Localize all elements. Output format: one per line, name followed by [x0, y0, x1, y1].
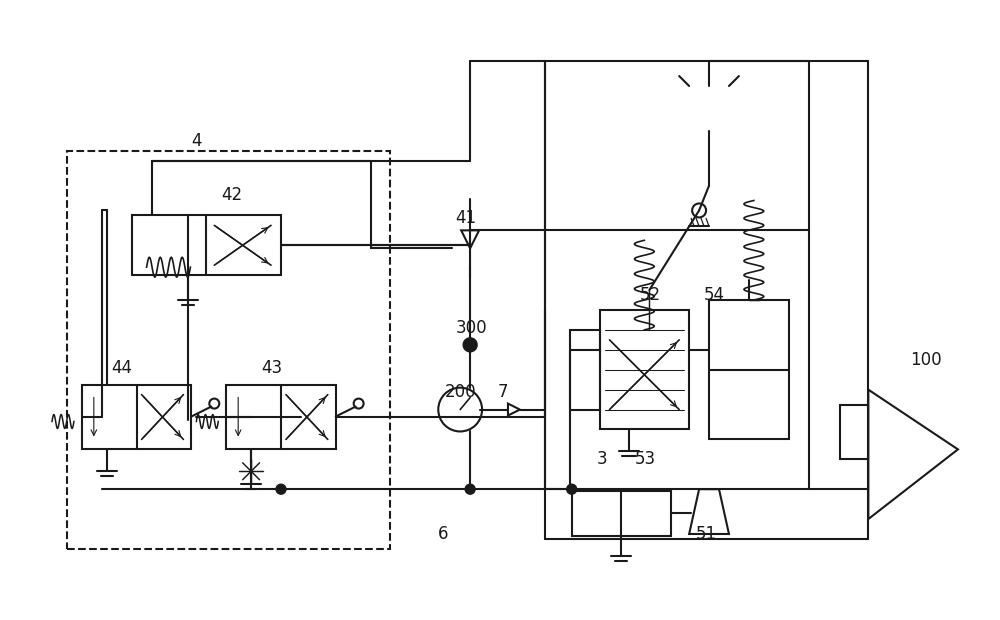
Text: 200: 200 — [445, 383, 477, 401]
Bar — [132, 215, 281, 275]
Text: 52: 52 — [639, 286, 660, 304]
Bar — [572, 491, 671, 536]
Text: 54: 54 — [704, 286, 725, 304]
Circle shape — [354, 399, 364, 409]
Bar — [545, 61, 868, 539]
Text: 4: 4 — [191, 131, 202, 150]
Bar — [840, 405, 868, 459]
Circle shape — [567, 484, 577, 494]
Text: 43: 43 — [261, 359, 282, 377]
Circle shape — [463, 338, 477, 352]
Circle shape — [465, 484, 475, 494]
Text: 7: 7 — [498, 383, 509, 401]
Text: 100: 100 — [910, 351, 942, 369]
Text: 44: 44 — [112, 359, 133, 377]
Circle shape — [276, 484, 286, 494]
Text: 3: 3 — [597, 450, 607, 468]
Bar — [67, 151, 390, 549]
Bar — [82, 384, 191, 450]
Text: 41: 41 — [455, 210, 476, 228]
Text: 51: 51 — [696, 525, 717, 543]
Circle shape — [438, 388, 482, 432]
Text: 6: 6 — [438, 525, 449, 543]
Bar — [709, 300, 789, 440]
Bar — [570, 330, 600, 410]
Text: 53: 53 — [634, 450, 656, 468]
Polygon shape — [461, 231, 479, 248]
Bar — [600, 310, 689, 430]
Text: 300: 300 — [455, 319, 487, 337]
Circle shape — [209, 399, 219, 409]
Circle shape — [692, 203, 706, 218]
Polygon shape — [508, 404, 520, 415]
Bar — [226, 384, 336, 450]
Text: 42: 42 — [221, 187, 242, 205]
